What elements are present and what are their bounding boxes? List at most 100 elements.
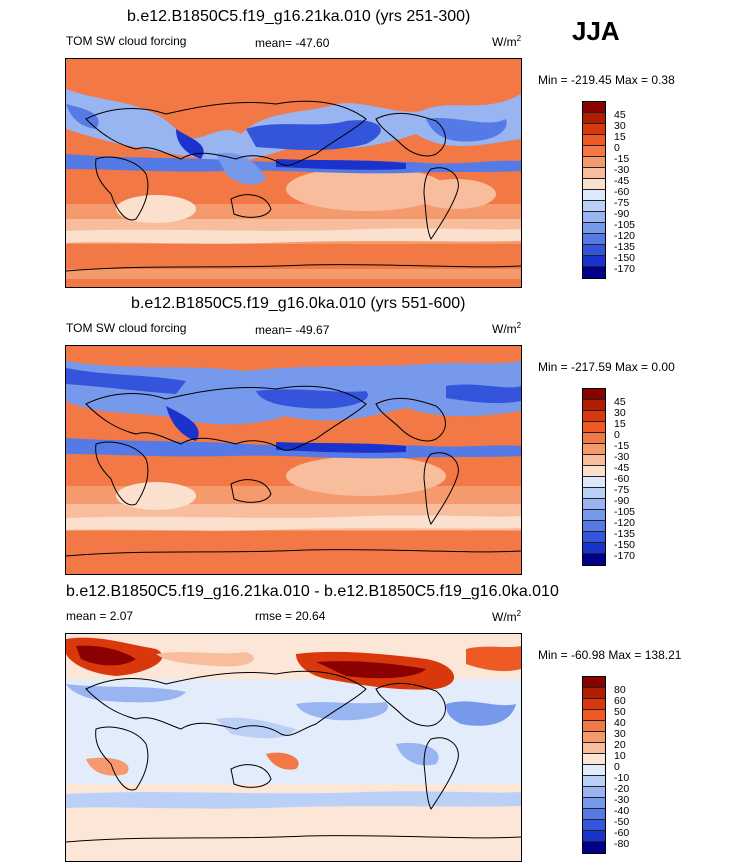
panel-1-field-label: TOM SW cloud forcing xyxy=(66,34,187,48)
cb3-tick: 80 xyxy=(614,684,626,696)
cb-swatch xyxy=(583,532,605,543)
cb2-tick: -135 xyxy=(614,528,636,540)
panel-2-colorbar xyxy=(582,388,606,566)
cb-swatch xyxy=(583,510,605,521)
cb2-tick: -30 xyxy=(614,451,630,463)
cb-swatch xyxy=(583,521,605,532)
cb-swatch xyxy=(583,389,605,400)
cb1-tick: -45 xyxy=(614,175,630,187)
panel-2-mean-label: mean= -49.67 xyxy=(255,323,330,337)
cb3-tick: 50 xyxy=(614,706,626,718)
cb-swatch xyxy=(583,488,605,499)
panel-1-range: Min = -219.45 Max = 0.38 xyxy=(538,73,675,87)
cb2-tick: 15 xyxy=(614,418,626,430)
cb-swatch xyxy=(583,455,605,466)
cb2-tick: -120 xyxy=(614,517,636,529)
cb-swatch xyxy=(583,765,605,776)
cb3-tick: 30 xyxy=(614,728,626,740)
panel-1-mean-label: mean= -47.60 xyxy=(255,36,330,50)
cb-swatch xyxy=(583,798,605,809)
panel-2-units: W/m2 xyxy=(492,321,522,336)
panel-3-map-svg xyxy=(66,634,521,861)
cb-swatch xyxy=(583,168,605,179)
cb-swatch xyxy=(583,477,605,488)
cb-swatch xyxy=(583,699,605,710)
cb-swatch xyxy=(583,710,605,721)
cb-swatch xyxy=(583,146,605,157)
cb-swatch xyxy=(583,721,605,732)
cb-swatch xyxy=(583,124,605,135)
cb1-tick: -15 xyxy=(614,153,630,165)
cb3-tick: -50 xyxy=(614,816,630,828)
cb2-tick: -15 xyxy=(614,440,630,452)
panel-3-map xyxy=(65,633,522,862)
cb2-tick: -75 xyxy=(614,484,630,496)
cb-swatch xyxy=(583,190,605,201)
cb-swatch xyxy=(583,400,605,411)
cb2-tick: 0 xyxy=(614,429,620,441)
cb-swatch xyxy=(583,234,605,245)
cb-swatch xyxy=(583,688,605,699)
cb3-tick: 10 xyxy=(614,750,626,762)
cb1-tick: -75 xyxy=(614,197,630,209)
cb-swatch xyxy=(583,135,605,146)
cb3-tick: -60 xyxy=(614,827,630,839)
cb3-tick: -10 xyxy=(614,772,630,784)
panel-2-title: b.e12.B1850C5.f19_g16.0ka.010 (yrs 551-6… xyxy=(131,295,466,312)
panel-3-mean-label: mean = 2.07 xyxy=(66,609,134,623)
panel-1-units: W/m2 xyxy=(492,34,522,49)
cb2-tick: 30 xyxy=(614,407,626,419)
panel-2-map xyxy=(65,345,522,575)
cb2-tick: 45 xyxy=(614,396,626,408)
panel-3-title: b.e12.B1850C5.f19_g16.21ka.010 - b.e12.B… xyxy=(66,583,559,600)
cb2-tick: -60 xyxy=(614,473,630,485)
cb-swatch xyxy=(583,179,605,190)
cb1-tick: -60 xyxy=(614,186,630,198)
cb1-tick: 45 xyxy=(614,109,626,121)
cb-swatch xyxy=(583,499,605,510)
panel-3-range: Min = -60.98 Max = 138.21 xyxy=(538,648,682,662)
panel-1-colorbar xyxy=(582,101,606,279)
cb3-tick: 0 xyxy=(614,761,620,773)
cb1-tick: -135 xyxy=(614,241,636,253)
cb3-tick: 40 xyxy=(614,717,626,729)
cb-swatch xyxy=(583,466,605,477)
cb3-tick: -20 xyxy=(614,783,630,795)
cb1-tick: -30 xyxy=(614,164,630,176)
cb-swatch xyxy=(583,776,605,787)
cb-swatch xyxy=(583,433,605,444)
cb-swatch xyxy=(583,543,605,554)
cb-swatch xyxy=(583,267,605,278)
cb-swatch xyxy=(583,422,605,433)
cb2-tick: -150 xyxy=(614,539,636,551)
cb-swatch xyxy=(583,732,605,743)
cb-swatch xyxy=(583,411,605,422)
cb-swatch xyxy=(583,256,605,267)
cb-swatch xyxy=(583,444,605,455)
cb2-tick: -45 xyxy=(614,462,630,474)
cb-swatch xyxy=(583,787,605,798)
cb-swatch xyxy=(583,201,605,212)
panel-3-units: W/m2 xyxy=(492,609,522,624)
cb-swatch xyxy=(583,754,605,765)
panel-1-map xyxy=(65,58,522,288)
cb-swatch xyxy=(583,743,605,754)
panel-3-rmse-label: rmse = 20.64 xyxy=(255,609,326,623)
cb1-tick: -90 xyxy=(614,208,630,220)
cb-swatch xyxy=(583,102,605,113)
panel-1-map-svg xyxy=(66,59,521,287)
cb-swatch xyxy=(583,157,605,168)
cb1-tick: 0 xyxy=(614,142,620,154)
cb1-tick: -105 xyxy=(614,219,636,231)
cb-swatch xyxy=(583,554,605,565)
cb-swatch xyxy=(583,113,605,124)
cb-swatch xyxy=(583,212,605,223)
cb-swatch xyxy=(583,820,605,831)
cb1-tick: 30 xyxy=(614,120,626,132)
cb1-tick: 15 xyxy=(614,131,626,143)
cb-swatch xyxy=(583,831,605,842)
cb3-tick: -80 xyxy=(614,838,630,850)
panel-2-map-svg xyxy=(66,346,521,574)
cb-swatch xyxy=(583,223,605,234)
panel-1-title: b.e12.B1850C5.f19_g16.21ka.010 (yrs 251-… xyxy=(127,8,471,25)
